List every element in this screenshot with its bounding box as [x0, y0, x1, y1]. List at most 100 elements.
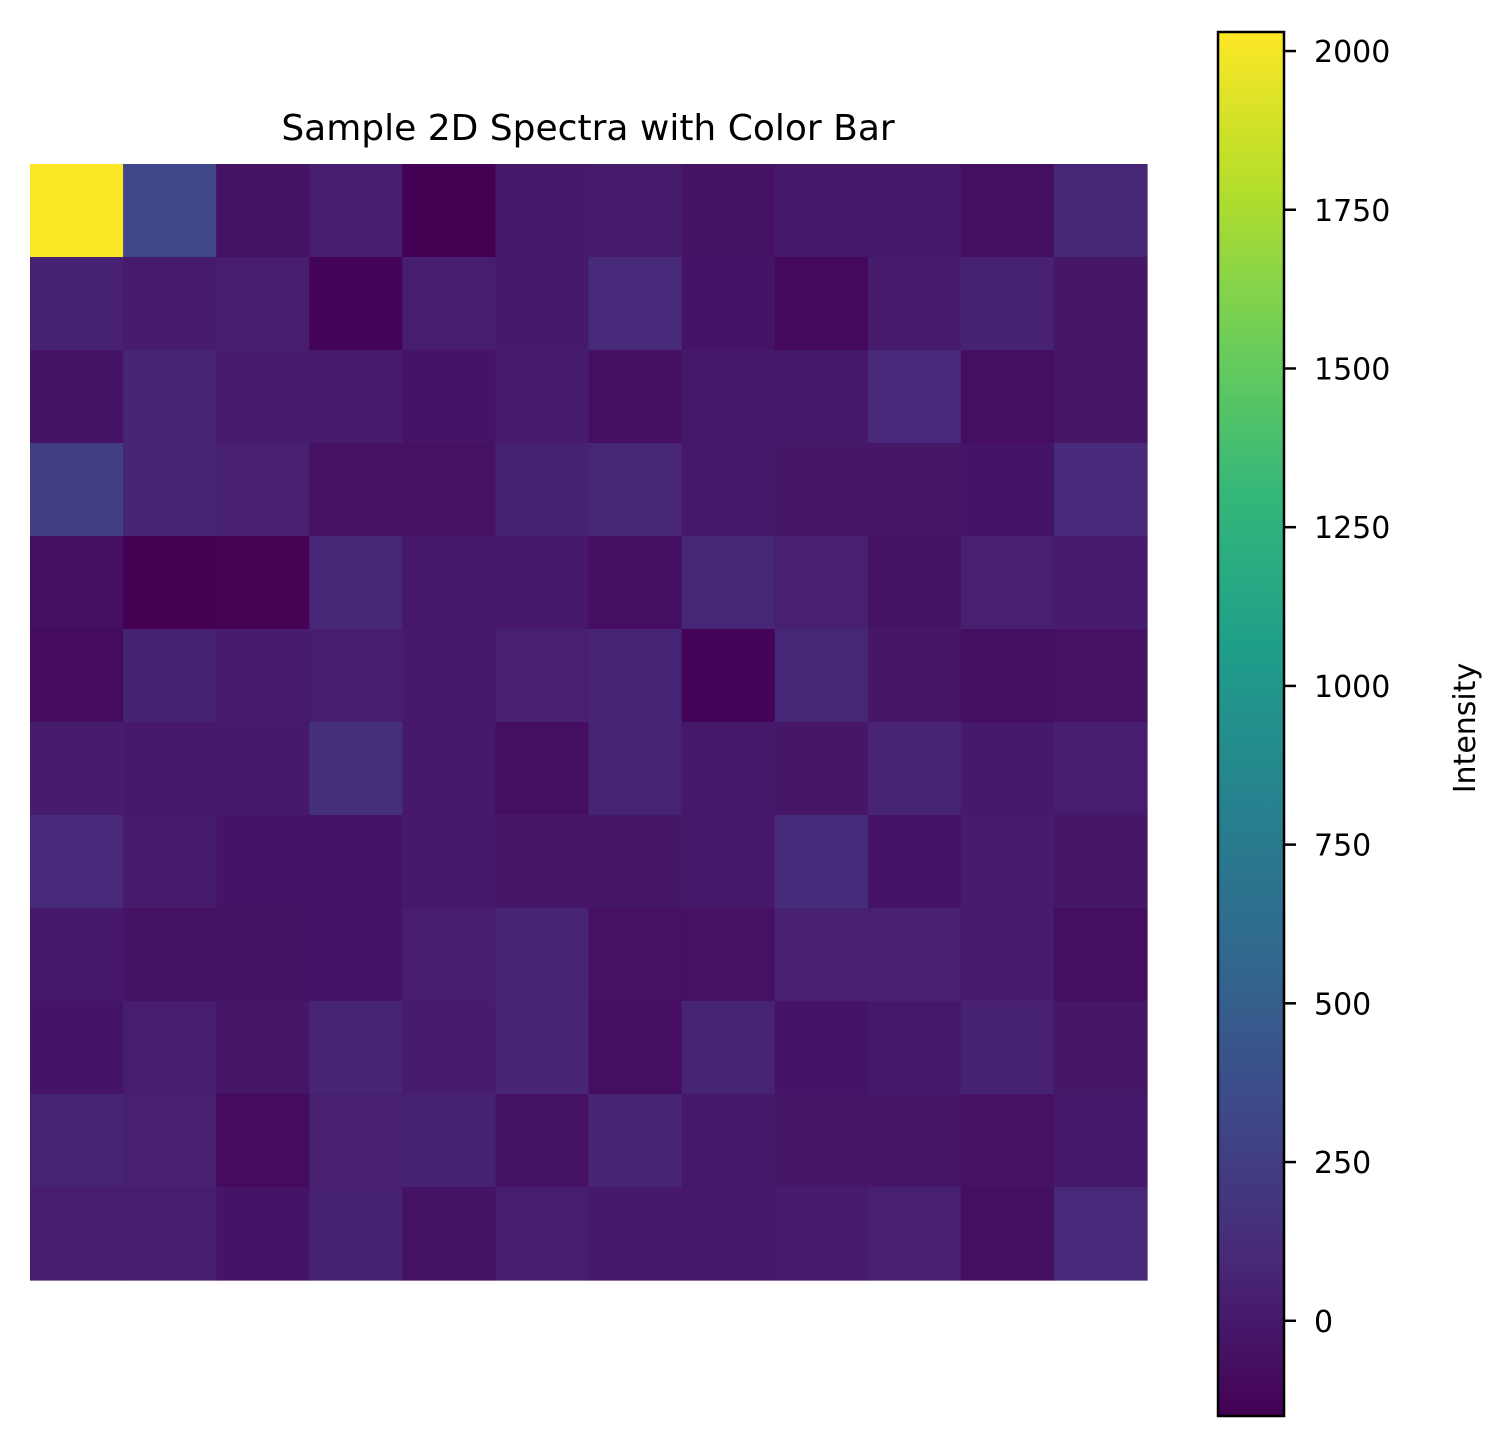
colorbar-ticks: 0 250 500 750 1000 1250 1500 1750 2000 — [1284, 35, 1390, 1340]
heatmap-cell — [681, 629, 776, 723]
heatmap-cell — [867, 443, 962, 537]
heatmap-cell — [774, 1187, 869, 1281]
heatmap-cell — [867, 815, 962, 909]
colorbar — [1216, 30, 1286, 1418]
heatmap-cell — [588, 443, 683, 537]
colorbar-tick-label: 1250 — [1314, 511, 1390, 546]
heatmap-cell — [960, 815, 1055, 909]
colorbar-tick-label: 500 — [1314, 987, 1371, 1022]
heatmap-cell — [960, 536, 1055, 630]
heatmap-cell — [123, 815, 217, 909]
heatmap-cell — [402, 350, 497, 444]
heatmap-cell — [681, 1094, 776, 1188]
colorbar-tick-label: 250 — [1314, 1146, 1371, 1181]
heatmap-cell — [588, 1094, 683, 1188]
heatmap-cell — [30, 1187, 124, 1281]
heatmap-cell — [774, 257, 869, 351]
heatmap-cell — [681, 164, 776, 258]
heatmap-cell — [1053, 629, 1148, 723]
heatmap-cell — [960, 443, 1055, 537]
colorbar-tick-label: 0 — [1314, 1305, 1333, 1340]
heatmap-cell — [123, 164, 217, 258]
heatmap-cell — [681, 536, 776, 630]
heatmap-cell — [123, 722, 217, 816]
colorbar-tick-label: 750 — [1314, 829, 1371, 864]
heatmap-cell — [1053, 257, 1148, 351]
heatmap-cell — [774, 629, 869, 723]
heatmap-cell — [309, 1094, 403, 1188]
heatmap-cell — [495, 536, 590, 630]
heatmap-cell — [402, 536, 497, 630]
heatmap-cell — [681, 1001, 776, 1095]
colorbar-tick-label: 1000 — [1314, 670, 1390, 705]
heatmap-cell — [216, 536, 310, 630]
heatmap-cell — [309, 815, 403, 909]
heatmap-cell — [309, 536, 403, 630]
heatmap-cell — [30, 536, 124, 630]
colorbar-tick-label: 1500 — [1314, 352, 1390, 387]
heatmap-cell — [774, 443, 869, 537]
heatmap-cell — [30, 1001, 124, 1095]
heatmap-cell — [309, 443, 403, 537]
heatmap-cell — [1053, 1187, 1148, 1281]
heatmap-cell — [123, 1187, 217, 1281]
heatmap-cell — [960, 1001, 1055, 1095]
heatmap-cell — [867, 1001, 962, 1095]
heatmap-cell — [309, 1187, 403, 1281]
heatmap-cell — [216, 908, 310, 1002]
heatmap-cell — [681, 257, 776, 351]
heatmap-cell — [216, 350, 310, 444]
colorbar-label: Intensity — [1448, 663, 1483, 794]
heatmap-cell — [588, 722, 683, 816]
heatmap-cell — [588, 1187, 683, 1281]
heatmap-cell — [123, 908, 217, 1002]
heatmap-cell — [30, 908, 124, 1002]
heatmap-cell — [960, 1187, 1055, 1281]
heatmap-cell — [30, 350, 124, 444]
heatmap-cell — [216, 722, 310, 816]
heatmap-cell — [309, 164, 403, 258]
heatmap-cell — [123, 257, 217, 351]
heatmap-cell — [1053, 1094, 1148, 1188]
heatmap-cell — [495, 1094, 590, 1188]
heatmap-cell — [960, 350, 1055, 444]
heatmap-cell — [30, 257, 124, 351]
heatmap-cell — [681, 1187, 776, 1281]
heatmap-cell — [960, 722, 1055, 816]
heatmap-cell — [588, 350, 683, 444]
heatmap-cell — [309, 908, 403, 1002]
heatmap-cell — [309, 1001, 403, 1095]
heatmap-cell — [867, 1094, 962, 1188]
heatmap-cell — [30, 1094, 124, 1188]
heatmap-cell — [402, 629, 497, 723]
heatmap-cell — [123, 1094, 217, 1188]
heatmap-cell — [681, 722, 776, 816]
heatmap-cell — [960, 629, 1055, 723]
heatmap-cell — [1053, 350, 1148, 444]
heatmap-cell — [774, 1094, 869, 1188]
heatmap-cell — [402, 908, 497, 1002]
heatmap-cell — [774, 815, 869, 909]
heatmap-cell — [1053, 536, 1148, 630]
heatmap-cell — [774, 908, 869, 1002]
heatmap-cell — [495, 1001, 590, 1095]
heatmap-cell — [495, 350, 590, 444]
heatmap-cell — [402, 1187, 497, 1281]
heatmap-cell — [123, 629, 217, 723]
heatmap-cell — [495, 815, 590, 909]
heatmap-cell — [30, 815, 124, 909]
heatmap-cell — [30, 164, 124, 258]
heatmap-cell — [867, 536, 962, 630]
heatmap-cell — [774, 1001, 869, 1095]
heatmap-cell — [123, 443, 217, 537]
heatmap-cell — [30, 629, 124, 723]
heatmap-cell — [867, 629, 962, 723]
heatmap-cell — [216, 257, 310, 351]
heatmap-cell — [867, 257, 962, 351]
heatmap-cell — [216, 1094, 310, 1188]
heatmap-cell — [216, 1001, 310, 1095]
heatmap-cell — [30, 722, 124, 816]
heatmap-cell — [495, 443, 590, 537]
heatmap-cell — [402, 443, 497, 537]
heatmap-cell — [588, 815, 683, 909]
